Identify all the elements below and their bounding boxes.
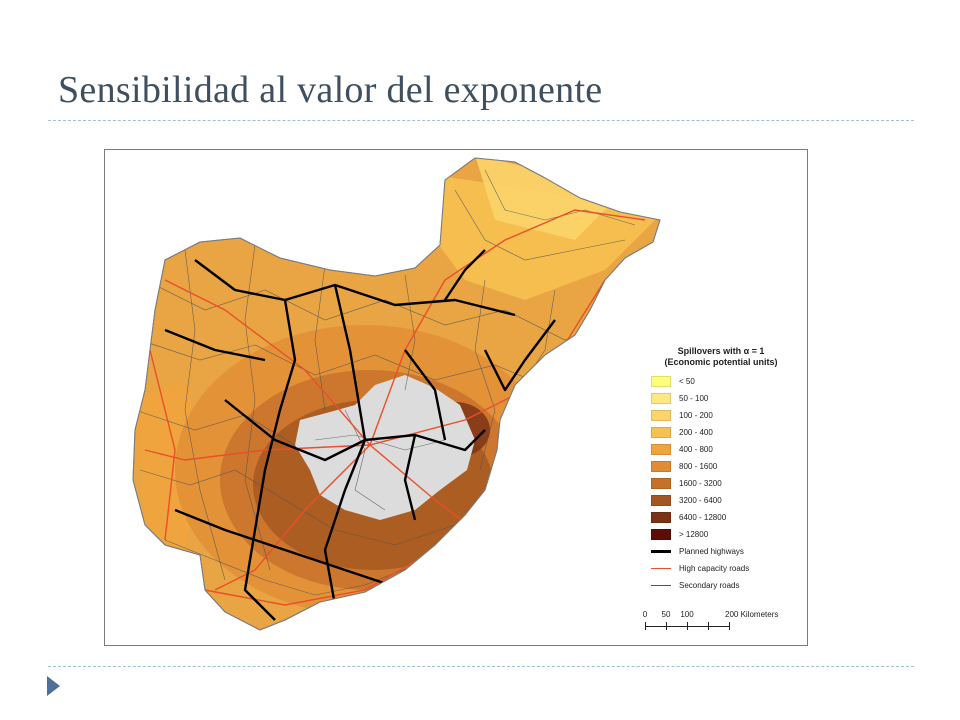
legend-class-10: > 12800 [651,526,801,543]
legend-line-swatch [651,550,671,553]
scale-tick [645,622,646,630]
legend-class-7: 1600 - 3200 [651,475,801,492]
legend-swatch [651,529,671,540]
legend-class-6: 800 - 1600 [651,458,801,475]
planned-highways [164,249,556,621]
legend-line-swatch [651,568,671,569]
legend-class-5: 400 - 800 [651,441,801,458]
iberia-map [132,157,661,631]
legend-line-planned-highways: Planned highways [651,543,801,560]
potential-bands [135,158,660,615]
scale-bar: 0 50 100 200 Kilometers [641,610,801,640]
title-divider [48,120,914,121]
scale-tick-label: 50 [661,610,671,619]
legend-swatch [651,376,671,387]
scale-tick [729,622,730,630]
slide-title: Sensibilidad al valor del exponente [58,69,603,111]
legend-class-8: 3200 - 6400 [651,492,801,509]
legend-swatch [651,461,671,472]
legend-title-line2: (Economic potential units) [664,357,778,367]
triangle-bullet-icon [47,676,60,696]
legend-line-swatch [651,585,671,586]
legend-title-line1: Spillovers with α = 1 [677,346,765,356]
legend-swatch [651,444,671,455]
map-figure: Spillovers with α = 1 (Economic potentia… [104,149,808,646]
legend-swatch [651,512,671,523]
legend-swatch [651,478,671,489]
legend-line-secondary-roads: Secondary roads [651,577,801,594]
legend-swatch [651,495,671,506]
legend-swatch [651,393,671,404]
map-legend: Spillovers with α = 1 (Economic potentia… [651,346,801,594]
legend-swatch [651,410,671,421]
scale-tick [687,622,688,630]
footer-divider [48,666,914,667]
legend-line-high-capacity-roads: High capacity roads [651,560,801,577]
legend-class-4: 200 - 400 [651,424,801,441]
scale-tick [666,622,667,630]
legend-class-9: 6400 - 12800 [651,509,801,526]
legend-class-2: 50 - 100 [651,390,801,407]
legend-swatch [651,427,671,438]
scale-tick-label: 200 Kilometers [725,610,779,619]
legend-class-3: 100 - 200 [651,407,801,424]
legend-class-1: < 50 [651,373,801,390]
scale-tick-label: 0 [642,610,648,619]
scale-tick [708,622,709,630]
scale-tick-label: 100 [680,610,694,619]
